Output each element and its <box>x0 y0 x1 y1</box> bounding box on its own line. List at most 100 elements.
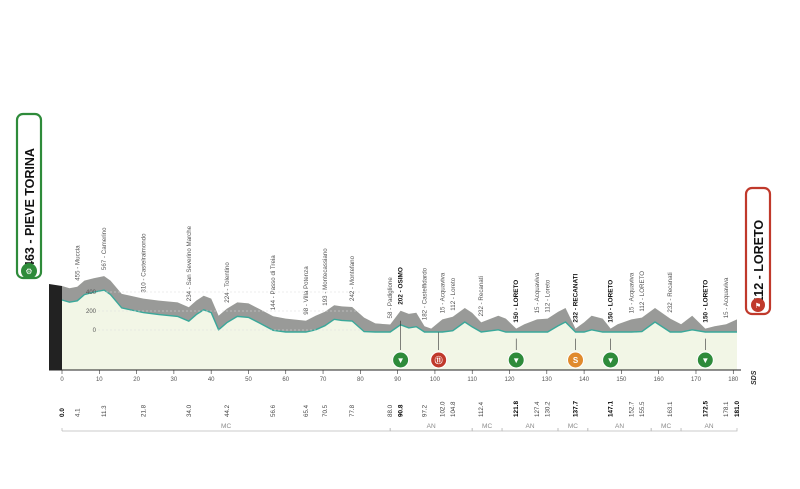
x-tick-label: 80 <box>357 377 364 383</box>
x-tick-label: 70 <box>320 377 327 383</box>
province-label: MC <box>221 423 231 430</box>
waypoint-label: 98 - Villa Potenza <box>303 266 310 315</box>
feed-zone-icon <box>430 351 448 369</box>
waypoint-label: 144 - Passo di Treia <box>270 255 277 311</box>
x-tick-label: 60 <box>282 377 289 383</box>
km-label: 21.8 <box>140 404 147 417</box>
x-tick-label: 110 <box>467 377 477 383</box>
km-label: 88.0 <box>387 404 394 417</box>
finish-icon <box>751 298 765 312</box>
start-icon <box>21 263 37 279</box>
km-label: 11.3 <box>101 405 108 417</box>
finish-label: 112 - LORETO <box>752 220 766 303</box>
x-tick-label: 150 <box>616 377 627 383</box>
finish-sign: 112 - LORETO ⚑ <box>744 186 772 316</box>
waypoint-label: 112 - Loreto <box>450 277 457 310</box>
province-label: MC <box>568 423 578 430</box>
x-tick-label: 0 <box>60 377 64 383</box>
start-sign: 463 - PIEVE TORINA ⚙ <box>15 112 43 280</box>
profile-road-line <box>61 289 737 333</box>
brand-logo: SDS <box>751 370 758 385</box>
waypoint-label: 232 - RECANATI <box>573 273 580 322</box>
intermediate-sprint-icon <box>696 351 714 369</box>
x-tick-label: 90 <box>394 377 401 383</box>
marker-symbol: ⑪ <box>435 355 443 365</box>
province-label: MC <box>482 423 492 430</box>
km-label: 104.8 <box>450 401 457 417</box>
km-label: 65.4 <box>303 404 310 417</box>
intermediate-sprint-icon <box>602 351 620 369</box>
flag-icon: ⚑ <box>755 302 761 310</box>
km-label: 90.8 <box>398 404 405 417</box>
intermediate-sprint-icon <box>392 351 410 369</box>
waypoint-label: 567 - Camerino <box>101 227 108 270</box>
x-tick-label: 100 <box>430 377 441 383</box>
waypoint-label: 112 - Loreto <box>545 279 552 312</box>
waypoint-label: 150 - LORETO <box>513 280 520 323</box>
x-tick-label: 170 <box>691 377 702 383</box>
km-label: 112.4 <box>478 401 485 417</box>
km-label: 152.7 <box>629 401 636 417</box>
km-label: 130.2 <box>545 401 552 417</box>
km-label: 172.5 <box>702 401 709 417</box>
km-label: 155.5 <box>639 401 646 417</box>
sprint-s-icon <box>567 351 585 369</box>
waypoint-label: 234 - San Severino Marche <box>186 225 193 301</box>
waypoint-label: 150 - LORETO <box>608 280 615 323</box>
km-label: 181.0 <box>734 401 741 417</box>
km-label: 178.1 <box>723 401 730 417</box>
waypoint-label: 310 - Castelraimondo <box>140 233 147 293</box>
x-tick-label: 20 <box>133 377 140 383</box>
y-tick-label: 0 <box>93 328 97 334</box>
x-tick-label: 10 <box>96 377 103 383</box>
waypoint-label: 193 - Montecassiano <box>322 248 329 306</box>
km-label: 102.0 <box>439 401 446 417</box>
waypoint-label: 242 - Montefano <box>349 255 356 301</box>
km-label: 4.1 <box>74 408 81 417</box>
km-label: 121.8 <box>513 401 520 417</box>
waypoint-label: 15 - Acquaviva <box>723 277 730 318</box>
waypoint-label: 232 - Recanati <box>478 276 485 316</box>
x-tick-label: 160 <box>654 377 665 383</box>
km-label: 77.8 <box>349 404 356 417</box>
province-label: AN <box>615 423 624 430</box>
waypoint-label: 150 - LORETO <box>702 280 709 323</box>
waypoint-label: 15 - Acquaviva <box>629 272 636 313</box>
marker-symbol: ▼ <box>397 356 405 365</box>
x-tick-label: 40 <box>208 377 215 383</box>
km-label: 97.2 <box>422 404 429 417</box>
marker-symbol: S <box>573 356 579 365</box>
x-tick-label: 140 <box>579 377 590 383</box>
waypoint-label: 224 - Tolentino <box>224 262 231 303</box>
waypoint-label: 202 - OSIMO <box>398 267 405 305</box>
x-tick-label: 180 <box>728 377 739 383</box>
km-label: 34.0 <box>186 404 193 417</box>
km-label: 127.4 <box>534 401 541 417</box>
waypoint-label: 112 - LORETO <box>639 271 646 312</box>
waypoint-label: 58 - Padiglione <box>387 277 394 319</box>
start-label: 463 - PIEVE TORINA <box>23 148 37 268</box>
km-label: 137.7 <box>573 401 580 417</box>
y-tick-label: 200 <box>86 309 97 315</box>
x-tick-label: 130 <box>542 377 553 383</box>
province-label: AN <box>525 423 534 430</box>
km-label: 70.5 <box>322 404 329 417</box>
x-tick-label: 50 <box>245 377 252 383</box>
waypoint-label: 15 - Acquaviva <box>534 272 541 313</box>
bike-icon: ⚙ <box>25 267 32 276</box>
province-label: AN <box>704 423 713 430</box>
waypoint-label: 15 - Acquaviva <box>439 272 446 313</box>
marker-symbol: ▼ <box>607 356 615 365</box>
marker-symbol: ▼ <box>512 356 520 365</box>
marker-symbol: ▼ <box>701 356 709 365</box>
province-label: MC <box>661 423 671 430</box>
start-wall <box>49 284 62 370</box>
km-label: 44.2 <box>224 404 231 417</box>
province-bracket <box>680 428 738 432</box>
waypoint-label: 232 - Recanati <box>667 272 674 312</box>
province-label: AN <box>427 423 436 430</box>
km-label: 0.0 <box>59 408 66 417</box>
waypoint-label: 455 - Muccia <box>74 245 81 281</box>
